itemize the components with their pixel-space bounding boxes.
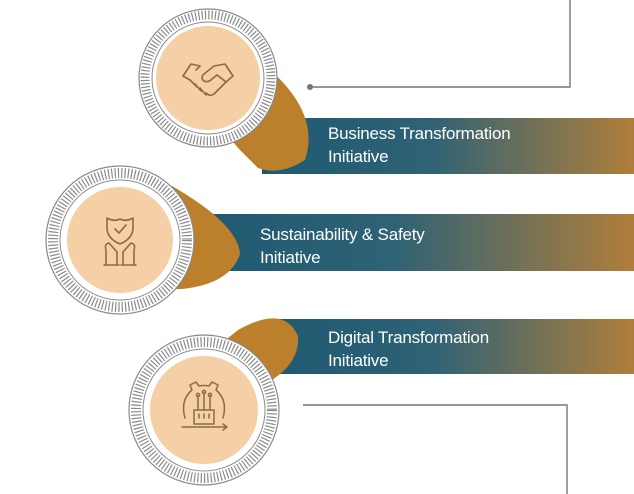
label-business: Business Transformation Initiative xyxy=(328,124,510,166)
label-sustainability: Sustainability & Safety Initiative xyxy=(260,225,425,267)
connector-bottom xyxy=(303,404,568,494)
emblem-business xyxy=(138,8,278,148)
banner-sustainability xyxy=(200,214,634,271)
handshake-icon xyxy=(182,63,234,97)
digital-gear-icon xyxy=(181,381,228,431)
emblem-sustainability xyxy=(45,165,195,315)
label-digital: Digital Transformation Initiative xyxy=(328,328,489,370)
shield-hands-icon xyxy=(103,217,137,266)
connector-top xyxy=(307,0,571,90)
initiative-sustainability-safety: Sustainability & Safety Initiative xyxy=(45,165,634,315)
initiative-business-transformation: Business Transformation Initiative xyxy=(138,8,634,174)
banner-digital xyxy=(268,319,634,374)
banner-business xyxy=(262,118,634,174)
initiative-digital-transformation: Digital Transformation Initiative xyxy=(128,318,634,486)
